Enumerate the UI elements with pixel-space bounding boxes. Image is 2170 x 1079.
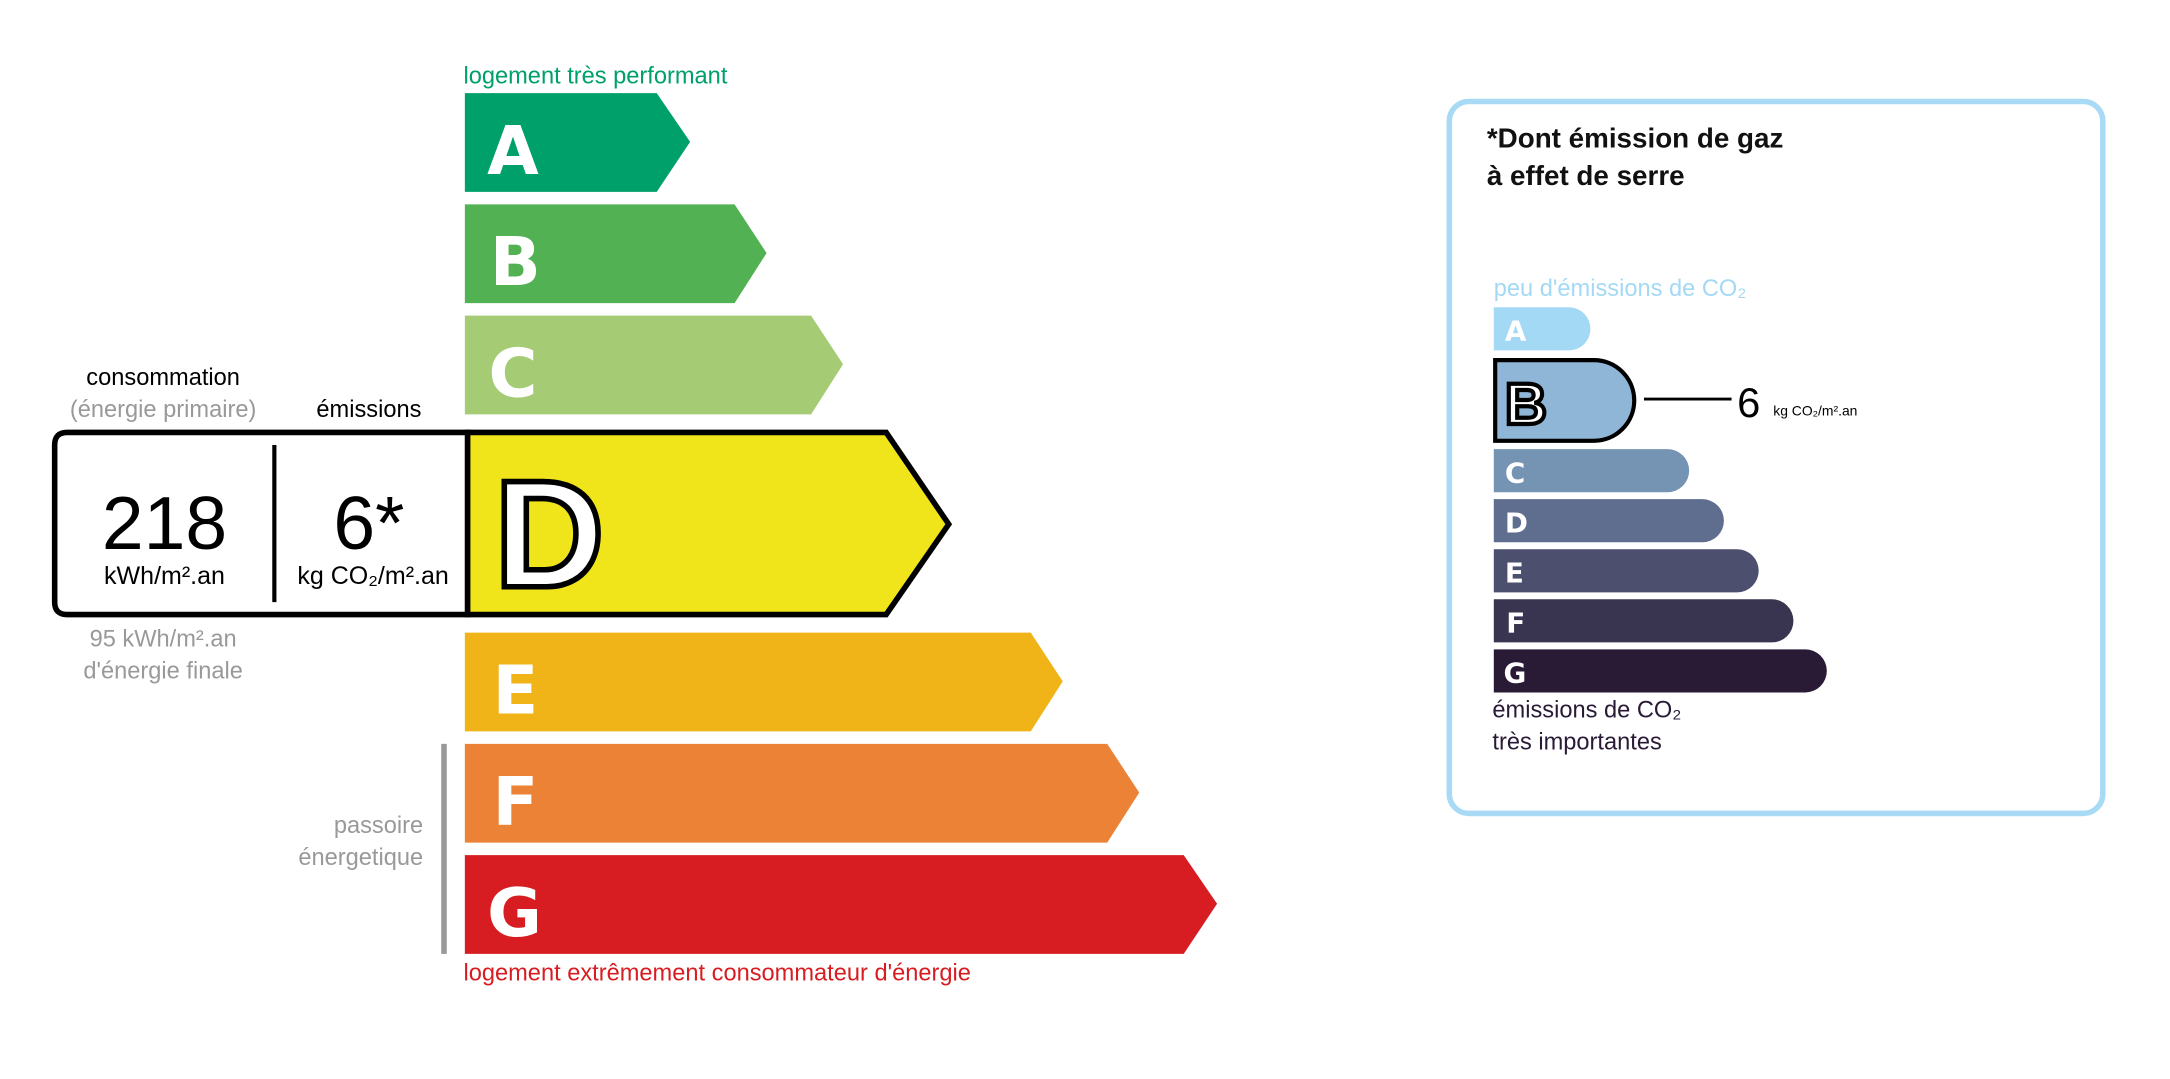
energy-bottom-label: logement extrêmement consommateur d'éner… <box>463 960 970 986</box>
ghg-letter-f: F <box>1506 607 1525 640</box>
ghg-bottom-label-1: émissions de CO₂ <box>1492 697 1681 723</box>
ghg-bar-g <box>1493 649 1827 693</box>
energy-letter-g: G <box>487 874 542 952</box>
consumption-value: 218 <box>102 481 227 565</box>
ghg-bar-b <box>1493 358 1637 443</box>
energy-bar-f <box>464 743 1140 843</box>
ghg-value: 6 <box>1737 379 1760 426</box>
energy-bar-g <box>464 855 1218 954</box>
consumption-label: consommation <box>86 365 240 391</box>
ghg-letter-d: D <box>1505 507 1528 540</box>
ghg-title-1: *Dont émission de gaz <box>1487 122 1784 153</box>
ghg-bar-e <box>1493 549 1759 593</box>
ghg-bar-d <box>1493 499 1724 543</box>
emissions-label: émissions <box>316 397 421 423</box>
ghg-letter-c: C <box>1505 456 1525 489</box>
passoire-label-1: passoire <box>334 813 423 839</box>
energy-top-label: logement très performant <box>463 63 727 89</box>
ghg-letter-a: A <box>1505 315 1527 348</box>
consumption-sub: (énergie primaire) <box>70 397 256 423</box>
emissions-unit: kg CO₂/m².an <box>297 562 448 590</box>
energy-bar-b <box>464 204 767 304</box>
ghg-letter-g: G <box>1504 657 1527 690</box>
energy-bar-c <box>464 315 844 415</box>
consumption-unit: kWh/m².an <box>104 562 225 590</box>
energy-bar-d <box>464 429 953 618</box>
energy-letter-b: B <box>490 223 541 301</box>
ghg-top-label: peu d'émissions de CO₂ <box>1494 276 1747 302</box>
final-energy-label: d'énergie finale <box>83 659 243 685</box>
ghg-title-2: à effet de serre <box>1487 160 1685 191</box>
ghg-bottom-label-2: très importantes <box>1492 729 1661 755</box>
ghg-bar-c <box>1493 449 1690 493</box>
ghg-bar-f <box>1493 599 1794 643</box>
ghg-bars: A B C D E F G <box>1493 307 1827 693</box>
energy-letter-c: C <box>488 334 537 412</box>
ghg-letter-e: E <box>1505 557 1524 590</box>
ghg-letter-b: B <box>1505 372 1547 437</box>
energy-letter-e: E <box>493 651 539 729</box>
energy-letter-d: D <box>494 450 604 620</box>
energy-bar-e <box>464 632 1063 732</box>
energy-letter-a: A <box>487 112 539 190</box>
ghg-bar-a <box>1493 307 1591 351</box>
emissions-value: 6* <box>333 481 404 565</box>
energy-letter-f: F <box>493 763 539 841</box>
ghg-unit: kg CO₂/m².an <box>1773 403 1857 419</box>
energy-current-box <box>51 429 471 618</box>
passoire-label-2: énergetique <box>298 845 423 871</box>
energy-bars: A B C E F G <box>464 93 1218 954</box>
final-energy-value: 95 kWh/m².an <box>90 627 237 653</box>
energy-bar-a <box>464 93 691 192</box>
